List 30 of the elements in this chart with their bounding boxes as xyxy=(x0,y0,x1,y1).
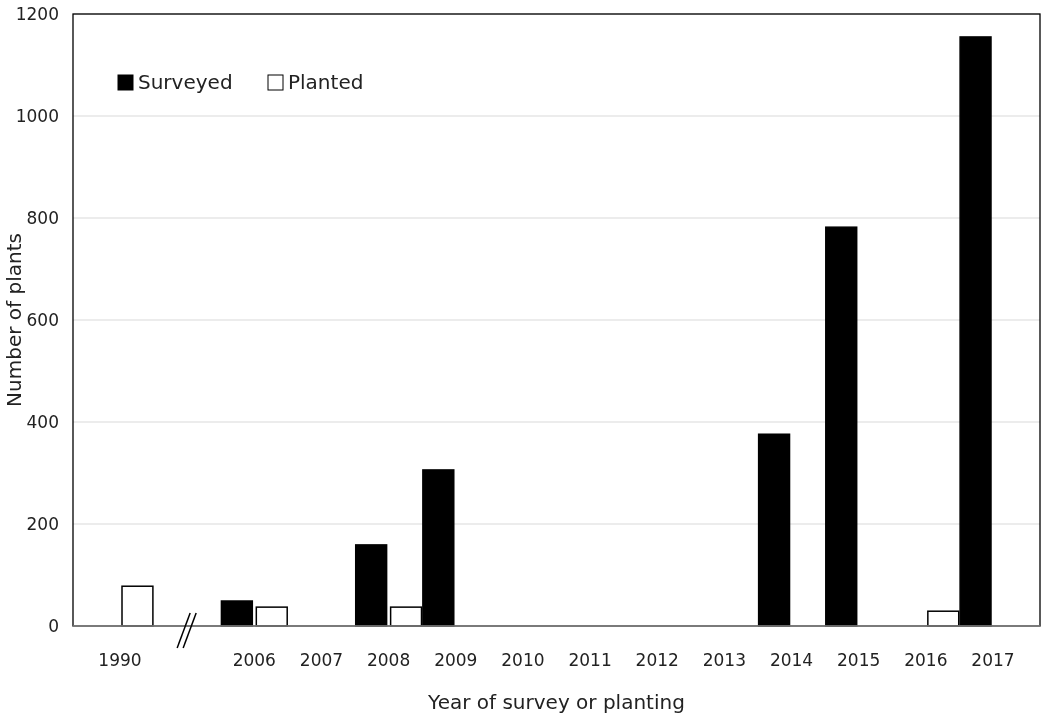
x-tick-label: 2017 xyxy=(971,650,1015,670)
y-tick-label: 400 xyxy=(26,411,59,432)
x-tick-label: 1990 xyxy=(98,650,142,670)
y-tick-label: 200 xyxy=(26,513,59,534)
bar xyxy=(220,600,254,627)
legend-label: Surveyed xyxy=(138,70,233,94)
y-tick-label: 1000 xyxy=(15,105,59,126)
bar xyxy=(354,544,388,627)
x-tick-label: 2010 xyxy=(501,650,545,670)
y-axis-title: Number of plants xyxy=(2,233,26,407)
y-tick-label: 1200 xyxy=(15,3,59,24)
x-tick-label: 2011 xyxy=(568,650,612,670)
legend-label: Planted xyxy=(288,70,364,94)
bar xyxy=(757,433,791,627)
x-tick-label: 2012 xyxy=(635,650,679,670)
x-axis-title: Year of survey or planting xyxy=(427,690,685,714)
bar xyxy=(255,606,288,627)
x-tick-label: 2008 xyxy=(366,650,411,670)
y-tick-label: 600 xyxy=(26,309,59,330)
x-tick-label: 2013 xyxy=(702,650,747,670)
y-tick-label: 800 xyxy=(26,207,59,228)
x-tick-label: 2007 xyxy=(299,650,344,670)
x-tick-label: 2009 xyxy=(434,650,478,670)
y-tick-label: 0 xyxy=(48,615,59,636)
bar xyxy=(825,226,858,627)
x-tick-label: 2016 xyxy=(904,650,948,670)
x-tick-label: 2014 xyxy=(769,650,814,670)
x-tick-label: 2015 xyxy=(837,650,881,670)
bar xyxy=(121,585,154,627)
x-tick-label: 2006 xyxy=(232,650,276,670)
